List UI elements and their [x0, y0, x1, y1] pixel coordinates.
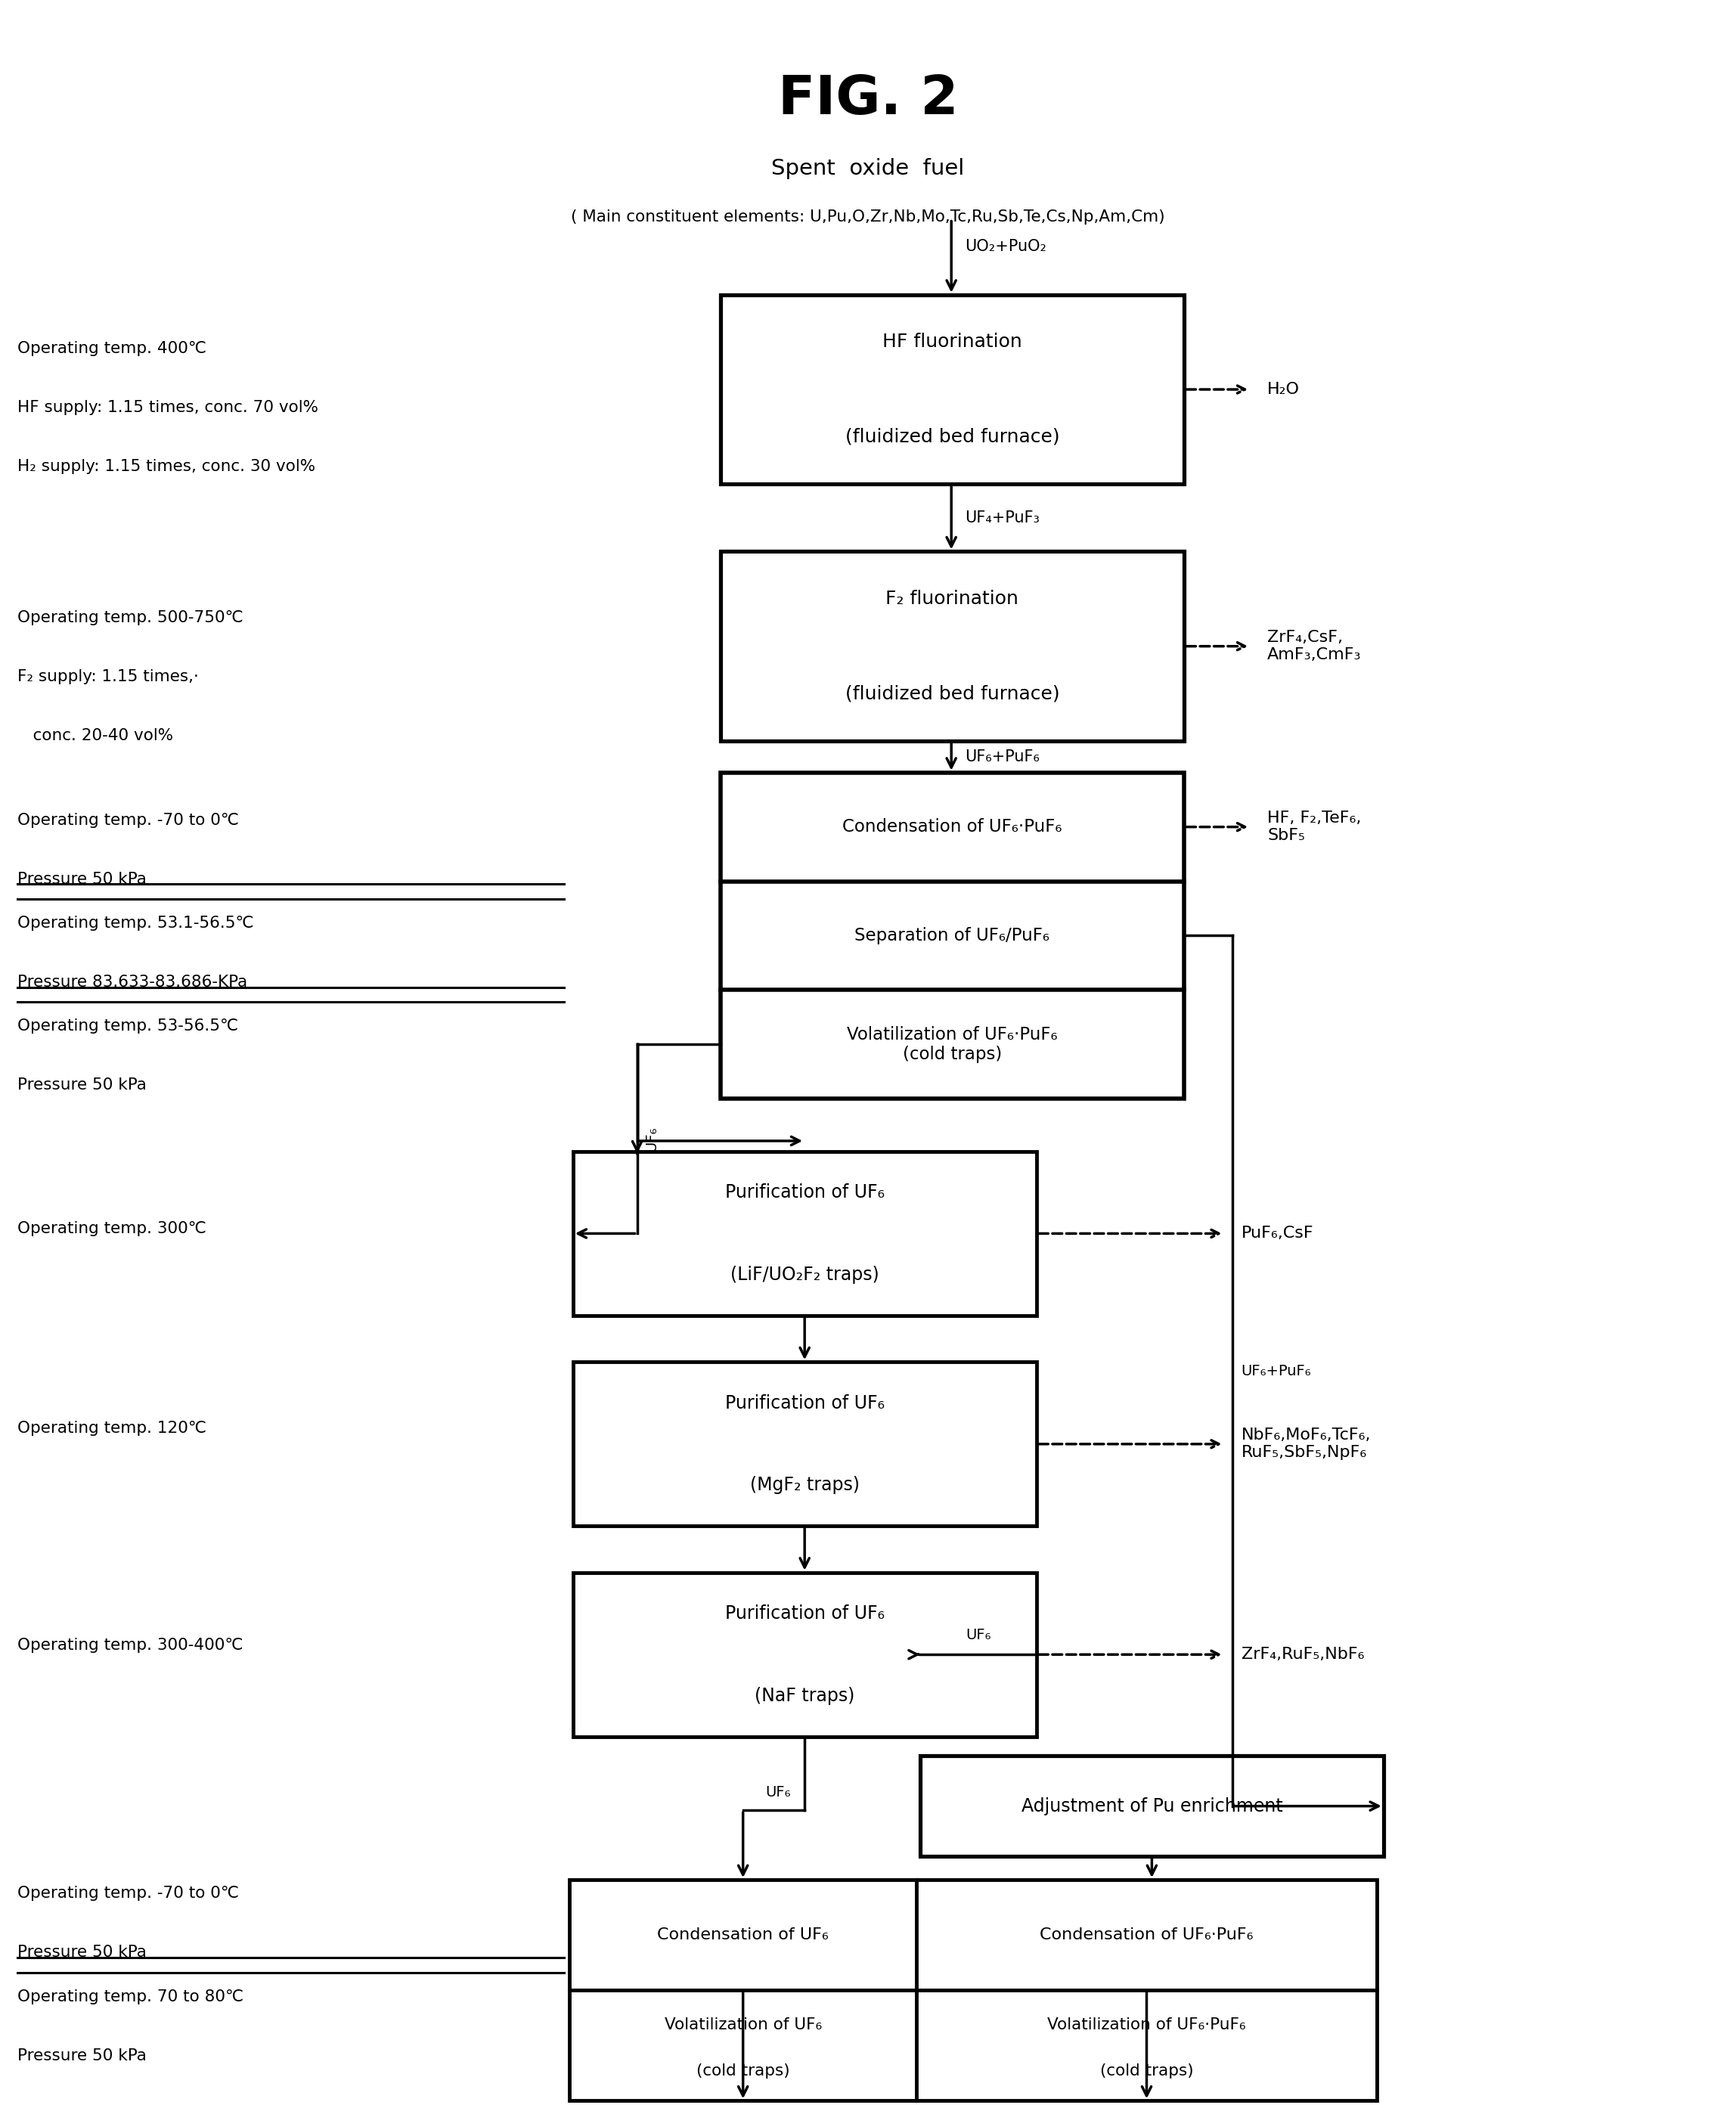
- Text: UF₆: UF₆: [965, 1627, 991, 1642]
- Text: Adjustment of Pu enrichment: Adjustment of Pu enrichment: [1021, 1798, 1283, 1815]
- Text: Operating temp. 300-400℃: Operating temp. 300-400℃: [17, 1638, 243, 1652]
- Text: Operating temp. -70 to 0℃: Operating temp. -70 to 0℃: [17, 1886, 240, 1901]
- Text: Condensation of UF₆: Condensation of UF₆: [658, 1928, 828, 1943]
- Bar: [573, 1151, 1036, 1316]
- Bar: [920, 1756, 1384, 1857]
- Text: ZrF₄,RuF₅,NbF₆: ZrF₄,RuF₅,NbF₆: [1241, 1646, 1364, 1663]
- Text: UF₆+PuF₆: UF₆+PuF₆: [1241, 1364, 1311, 1379]
- Text: F₂ supply: 1.15 times,·: F₂ supply: 1.15 times,·: [17, 669, 198, 684]
- Text: H₂ supply: 1.15 times, conc. 30 vol%: H₂ supply: 1.15 times, conc. 30 vol%: [17, 459, 316, 474]
- Text: Pressure 83.633-83.686-KPa: Pressure 83.633-83.686-KPa: [17, 975, 248, 989]
- Text: Operating temp. 300℃: Operating temp. 300℃: [17, 1221, 207, 1236]
- Bar: [573, 1362, 1036, 1526]
- Text: PuF₆,CsF: PuF₆,CsF: [1241, 1225, 1314, 1242]
- Text: ( Main constituent elements: U,Pu,O,Zr,Nb,Mo,Tc,Ru,Sb,Te,Cs,Np,Am,Cm): ( Main constituent elements: U,Pu,O,Zr,N…: [571, 208, 1165, 225]
- Bar: [569, 1880, 1377, 2101]
- Text: F₂ fluorination: F₂ fluorination: [885, 589, 1019, 608]
- Text: Operating temp. 500-750℃: Operating temp. 500-750℃: [17, 610, 243, 625]
- Text: HF fluorination: HF fluorination: [882, 333, 1023, 352]
- Text: UF₄+PuF₃: UF₄+PuF₃: [965, 509, 1040, 526]
- Bar: [720, 295, 1184, 484]
- Bar: [573, 1572, 1036, 1737]
- Text: UF₆: UF₆: [644, 1126, 658, 1151]
- Text: Operating temp. 70 to 80℃: Operating temp. 70 to 80℃: [17, 1989, 243, 2004]
- Text: (LiF/UO₂F₂ traps): (LiF/UO₂F₂ traps): [731, 1265, 878, 1284]
- Text: Condensation of UF₆·PuF₆: Condensation of UF₆·PuF₆: [1040, 1928, 1253, 1943]
- Text: (fluidized bed furnace): (fluidized bed furnace): [845, 427, 1059, 446]
- Text: Pressure 50 kPa: Pressure 50 kPa: [17, 871, 146, 886]
- Text: Condensation of UF₆·PuF₆: Condensation of UF₆·PuF₆: [842, 819, 1062, 836]
- Text: UF₆: UF₆: [766, 1785, 792, 1800]
- Text: (MgF₂ traps): (MgF₂ traps): [750, 1476, 859, 1495]
- Text: HF supply: 1.15 times, conc. 70 vol%: HF supply: 1.15 times, conc. 70 vol%: [17, 400, 318, 415]
- Text: Pressure 50 kPa: Pressure 50 kPa: [17, 2048, 146, 2063]
- Text: Operating temp. 400℃: Operating temp. 400℃: [17, 341, 207, 356]
- Text: UF₆+PuF₆: UF₆+PuF₆: [965, 749, 1040, 764]
- Text: Volatilization of UF₆·PuF₆: Volatilization of UF₆·PuF₆: [1047, 2017, 1246, 2031]
- Text: Purification of UF₆: Purification of UF₆: [726, 1183, 884, 1202]
- Text: Volatilization of UF₆: Volatilization of UF₆: [665, 2017, 821, 2031]
- Text: Operating temp. 53-56.5℃: Operating temp. 53-56.5℃: [17, 1019, 238, 1034]
- Text: FIG. 2: FIG. 2: [778, 74, 958, 126]
- Text: Volatilization of UF₆·PuF₆
(cold traps): Volatilization of UF₆·PuF₆ (cold traps): [847, 1025, 1057, 1063]
- Text: Pressure 50 kPa: Pressure 50 kPa: [17, 1945, 146, 1960]
- Text: Spent  oxide  fuel: Spent oxide fuel: [771, 158, 965, 179]
- Bar: [720, 552, 1184, 741]
- Text: Operating temp. -70 to 0℃: Operating temp. -70 to 0℃: [17, 813, 240, 827]
- Bar: [720, 773, 1184, 1099]
- Text: Purification of UF₆: Purification of UF₆: [726, 1394, 884, 1412]
- Text: H₂O: H₂O: [1267, 381, 1300, 398]
- Text: Pressure 50 kPa: Pressure 50 kPa: [17, 1078, 146, 1092]
- Text: conc. 20-40 vol%: conc. 20-40 vol%: [17, 728, 174, 743]
- Text: (fluidized bed furnace): (fluidized bed furnace): [845, 684, 1059, 703]
- Text: (NaF traps): (NaF traps): [755, 1686, 854, 1705]
- Text: HF, F₂,TeF₆,
SbF₅: HF, F₂,TeF₆, SbF₅: [1267, 810, 1361, 844]
- Text: ZrF₄,CsF,
AmF₃,CmF₃: ZrF₄,CsF, AmF₃,CmF₃: [1267, 629, 1361, 663]
- Text: (cold traps): (cold traps): [1101, 2063, 1193, 2078]
- Text: Purification of UF₆: Purification of UF₆: [726, 1604, 884, 1623]
- Text: UO₂+PuO₂: UO₂+PuO₂: [965, 238, 1047, 255]
- Text: (cold traps): (cold traps): [696, 2063, 790, 2078]
- Text: Operating temp. 53.1-56.5℃: Operating temp. 53.1-56.5℃: [17, 916, 253, 930]
- Text: NbF₆,MoF₆,TcF₆,
RuF₅,SbF₅,NpF₆: NbF₆,MoF₆,TcF₆, RuF₅,SbF₅,NpF₆: [1241, 1427, 1371, 1461]
- Text: Separation of UF₆/PuF₆: Separation of UF₆/PuF₆: [854, 926, 1050, 945]
- Text: Operating temp. 120℃: Operating temp. 120℃: [17, 1421, 207, 1436]
